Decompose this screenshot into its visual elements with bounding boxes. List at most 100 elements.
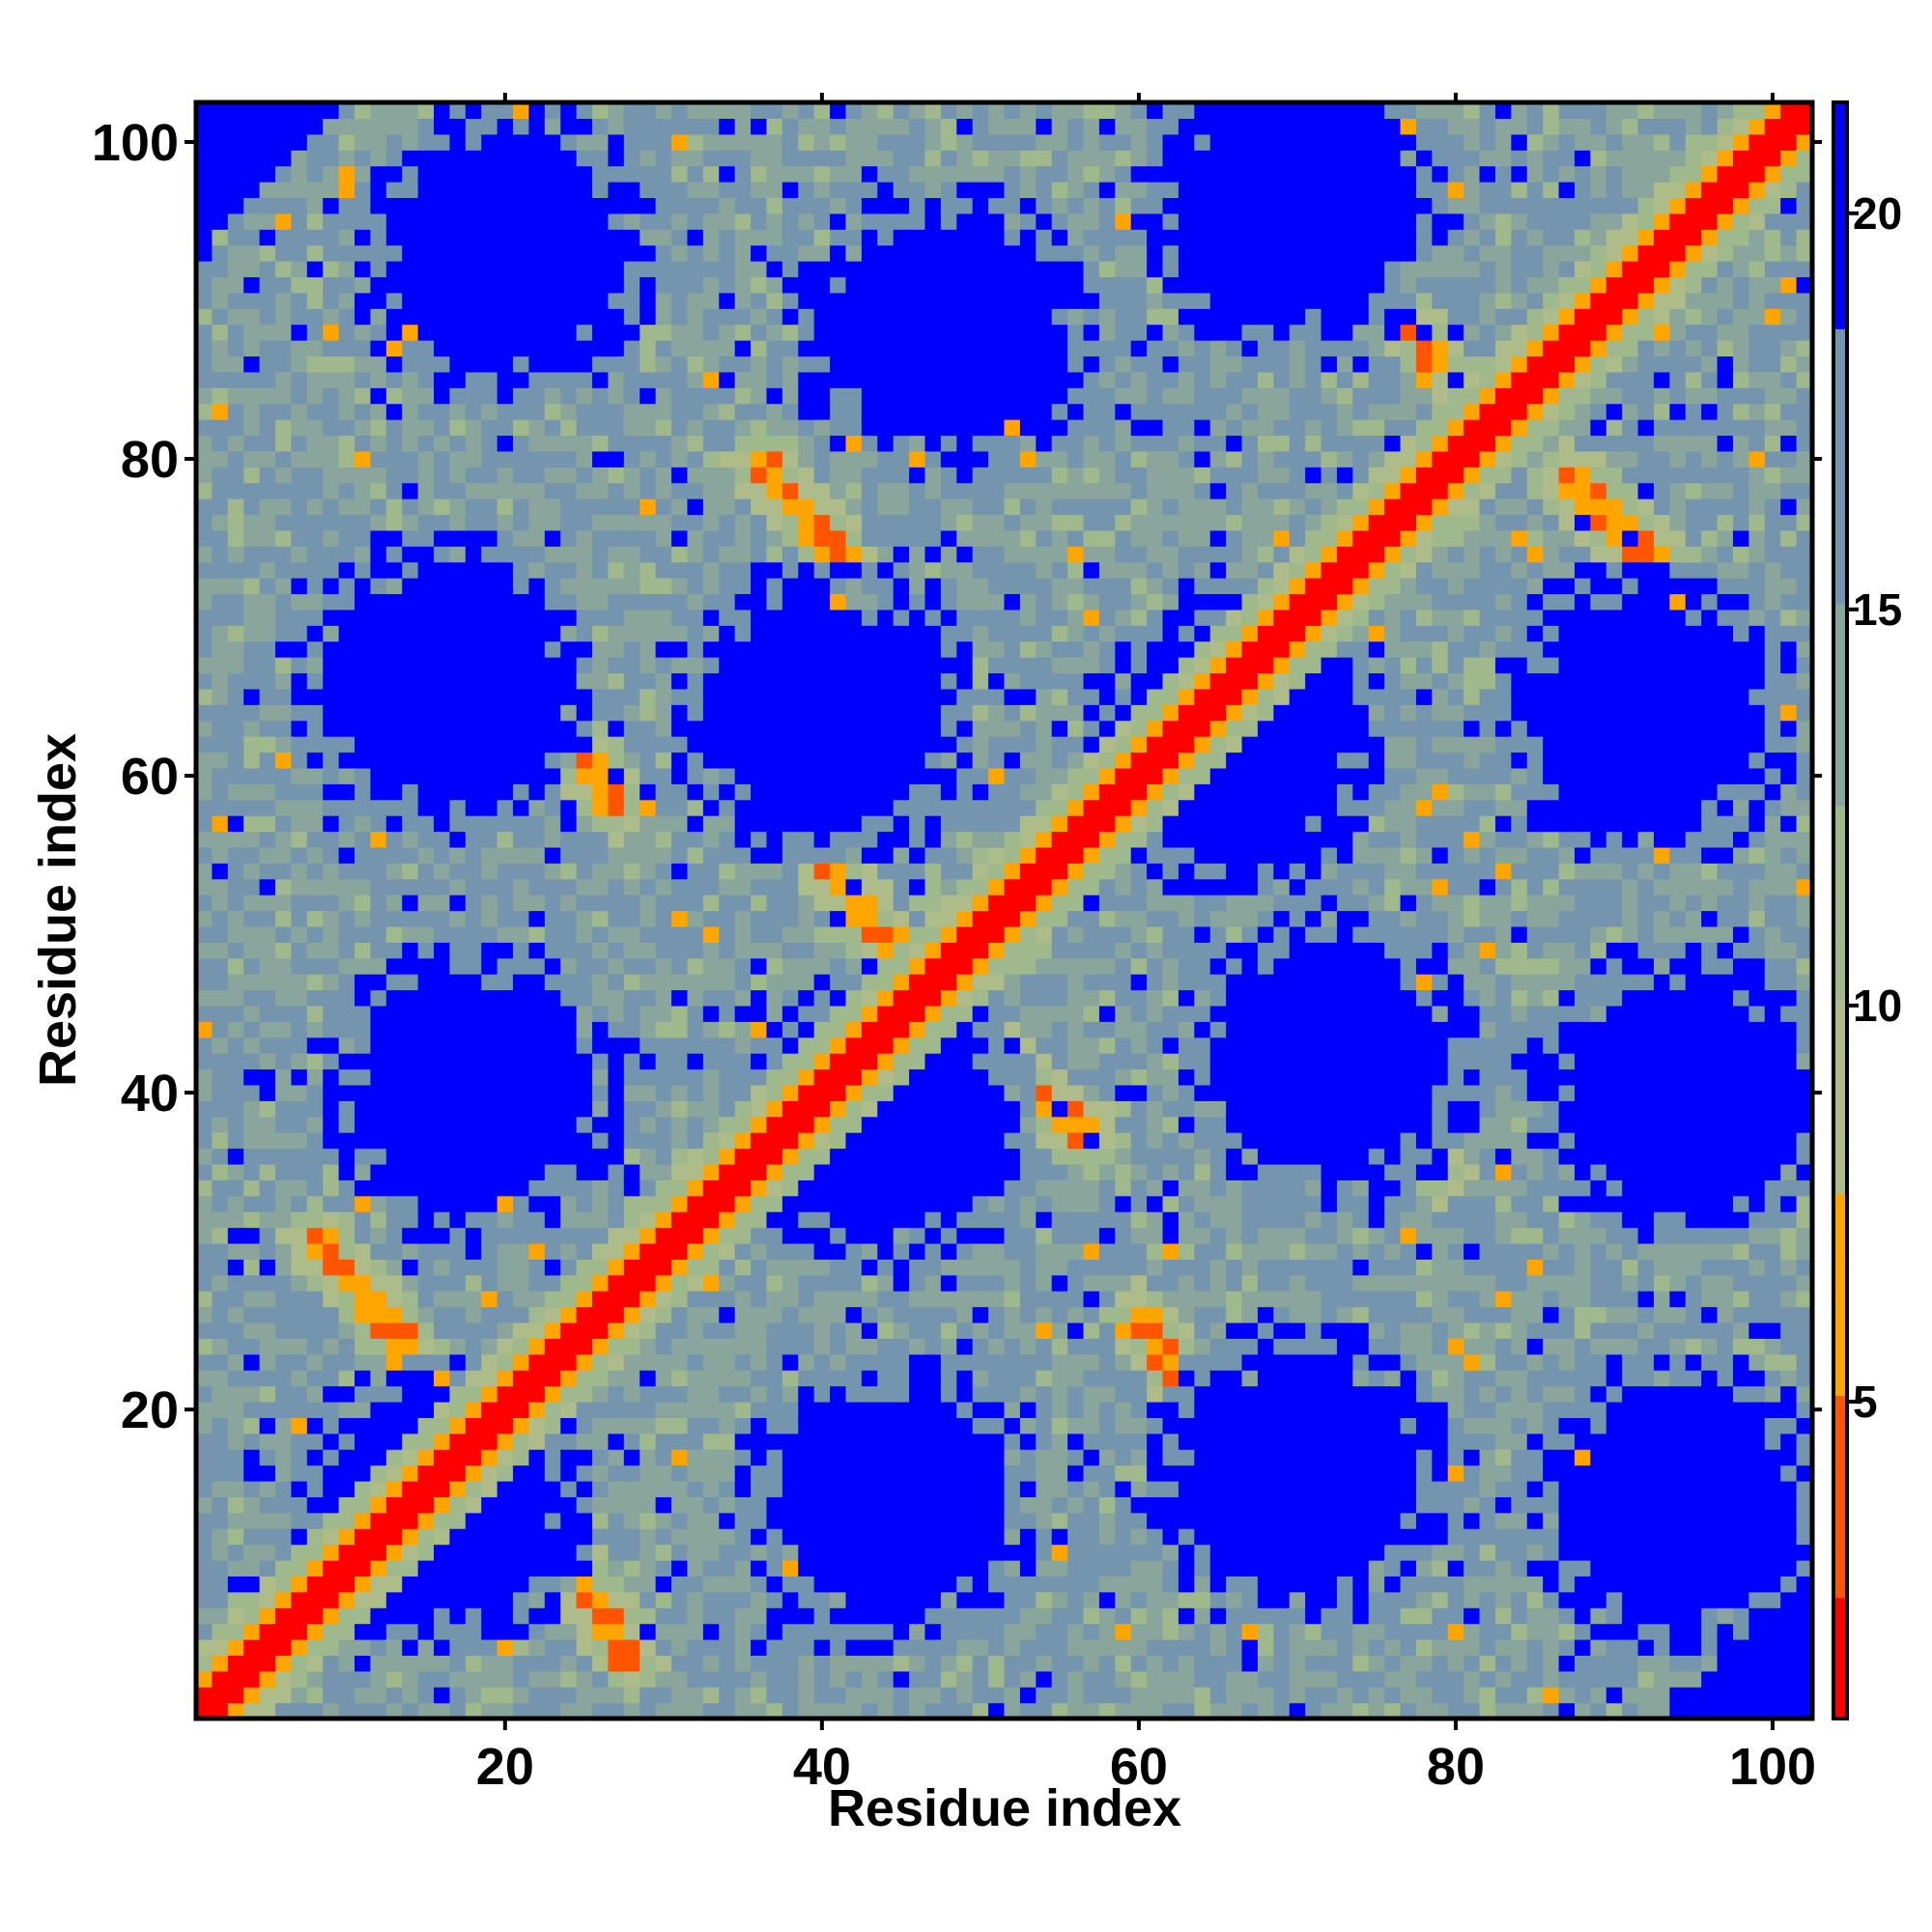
heatmap-cell: [275, 308, 293, 326]
heatmap-cell: [751, 910, 768, 927]
heatmap-cell: [291, 213, 308, 230]
heatmap-cell: [719, 1259, 736, 1276]
heatmap-cell: [323, 1544, 340, 1561]
heatmap-cell: [924, 1464, 942, 1482]
heatmap-cell: [434, 1211, 451, 1229]
heatmap-cell: [243, 1132, 261, 1150]
heatmap-cell: [734, 1338, 752, 1355]
heatmap-cell: [639, 1227, 657, 1244]
heatmap-cell: [639, 229, 657, 246]
heatmap-cell: [766, 1528, 783, 1546]
heatmap-cell: [687, 625, 704, 642]
heatmap-cell: [227, 467, 244, 484]
heatmap-cell: [608, 752, 625, 769]
heatmap-cell: [687, 1576, 704, 1593]
heatmap-cell: [924, 593, 942, 611]
heatmap-cell: [481, 197, 498, 214]
heatmap-cell: [877, 989, 895, 1007]
heatmap-cell: [385, 831, 403, 848]
heatmap-cell: [877, 450, 895, 468]
heatmap-cell: [781, 1417, 799, 1435]
heatmap-cell: [702, 910, 720, 927]
heatmap-cell: [734, 514, 752, 531]
heatmap-cell: [639, 1353, 657, 1371]
heatmap-cell: [766, 1576, 783, 1593]
heatmap-cell: [528, 165, 546, 183]
heatmap-cell: [227, 1338, 244, 1355]
heatmap-cell: [306, 1353, 324, 1371]
heatmap-cell: [639, 1576, 657, 1593]
heatmap-cell: [560, 1670, 578, 1688]
heatmap-cell: [323, 1687, 340, 1704]
heatmap-cell: [212, 1528, 229, 1546]
heatmap-cell: [291, 419, 308, 437]
heatmap-cell: [924, 514, 942, 531]
heatmap-cell: [734, 1179, 752, 1197]
heatmap-cell: [751, 1401, 768, 1418]
heatmap-cell: [560, 1274, 578, 1292]
heatmap-cell: [227, 1084, 244, 1101]
heatmap-cell: [813, 1401, 831, 1418]
heatmap-cell: [259, 561, 276, 579]
heatmap-cell: [560, 261, 578, 278]
heatmap-cell: [259, 1195, 276, 1212]
heatmap-cell: [623, 1559, 640, 1577]
heatmap-cell: [893, 1116, 910, 1133]
heatmap-cell: [385, 1480, 403, 1497]
heatmap-cell: [845, 672, 863, 690]
heatmap-cell: [940, 578, 957, 595]
heatmap-cell: [861, 229, 878, 246]
heatmap-cell: [402, 1385, 419, 1403]
heatmap-cell: [306, 672, 324, 690]
heatmap-cell: [576, 1321, 593, 1339]
heatmap-cell: [243, 1576, 261, 1593]
heatmap-cell: [639, 1338, 657, 1355]
heatmap-cell: [385, 1401, 403, 1418]
heatmap-cell: [924, 1512, 942, 1529]
heatmap-cell: [196, 1638, 213, 1656]
heatmap-cell: [481, 815, 498, 833]
heatmap-cell: [845, 1417, 863, 1435]
heatmap-cell: [227, 957, 244, 975]
heatmap-cell: [417, 482, 435, 499]
heatmap-cell: [275, 1195, 293, 1212]
heatmap-cell: [861, 767, 878, 784]
heatmap-cell: [528, 609, 546, 626]
heatmap-cell: [687, 1179, 704, 1197]
heatmap-cell: [671, 150, 689, 167]
heatmap-cell: [830, 1433, 847, 1450]
heatmap-cell: [909, 704, 926, 722]
heatmap-cell: [893, 578, 910, 595]
heatmap-cell: [434, 546, 451, 563]
heatmap-cell: [798, 1670, 815, 1688]
heatmap-cell: [719, 609, 736, 626]
heatmap-cell: [544, 578, 561, 595]
heatmap-cell: [956, 182, 974, 199]
heatmap-cell: [608, 1544, 625, 1561]
heatmap-cell: [830, 1084, 847, 1101]
heatmap-cell: [893, 1591, 910, 1608]
heatmap-cell: [449, 403, 467, 420]
heatmap-cell: [798, 704, 815, 722]
heatmap-cell: [323, 974, 340, 991]
heatmap-cell: [275, 1512, 293, 1529]
heatmap-cell: [702, 1259, 720, 1276]
heatmap-cell: [355, 1053, 372, 1070]
heatmap-cell: [940, 1496, 957, 1514]
heatmap-cell: [259, 498, 276, 516]
heatmap-cell: [592, 863, 610, 880]
heatmap-cell: [940, 435, 957, 452]
heatmap-cell: [766, 1274, 783, 1292]
heatmap-cell: [924, 688, 942, 705]
heatmap-cell: [196, 182, 213, 199]
heatmap-cell: [528, 688, 546, 705]
heatmap-cell: [402, 387, 419, 405]
heatmap-cell: [877, 688, 895, 705]
heatmap-cell: [845, 213, 863, 230]
heatmap-cell: [560, 1291, 578, 1308]
heatmap-cell: [639, 657, 657, 674]
heatmap-cell: [212, 704, 229, 722]
heatmap-cell: [513, 1321, 530, 1339]
heatmap-cell: [560, 1179, 578, 1197]
heatmap-cell: [385, 1116, 403, 1133]
